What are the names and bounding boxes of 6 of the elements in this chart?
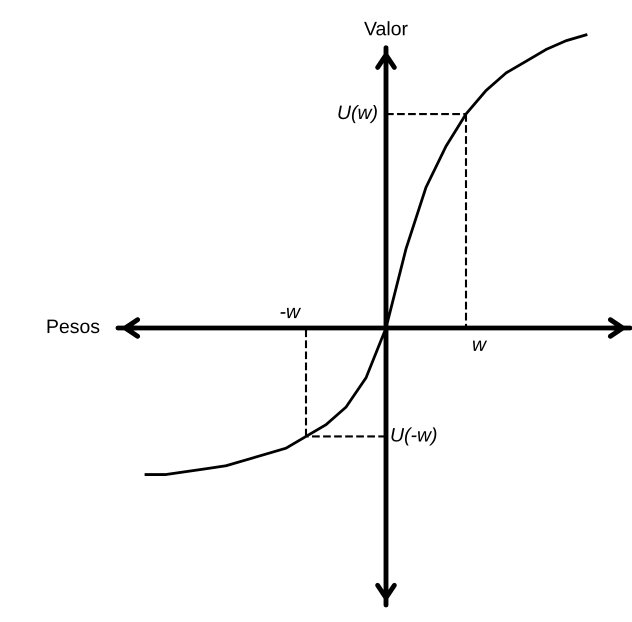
ref-line-label: U(-w) (391, 427, 436, 446)
y-axis-title: Valor (364, 21, 408, 36)
annotation: -w (280, 308, 302, 318)
x-axis-title: Pesos (48, 320, 100, 334)
ref-line-label: U(w) (338, 104, 377, 124)
annotation: w (472, 340, 488, 351)
